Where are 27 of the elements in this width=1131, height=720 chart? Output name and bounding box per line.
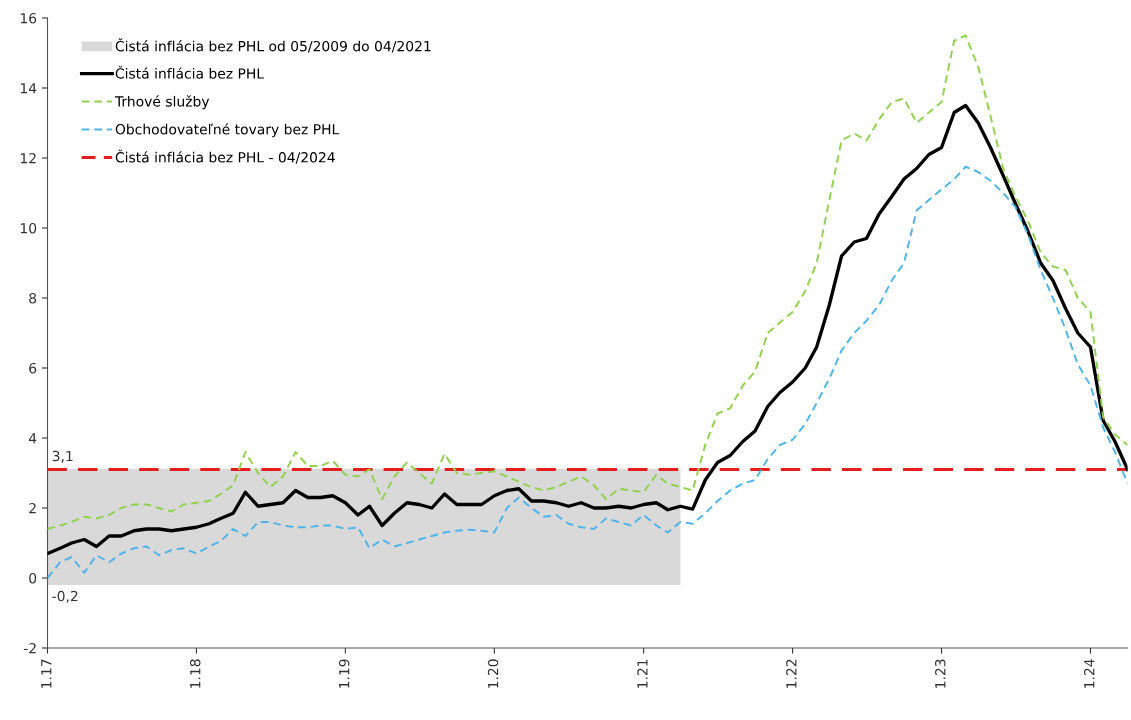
- x-tick-label: 1.20: [487, 659, 499, 688]
- annotation: 3,1: [52, 450, 73, 463]
- line-series: [47, 34, 1128, 530]
- legend-label: Čistá inflácia bez PHL od 05/2009 do 04/2021: [115, 38, 431, 53]
- legend-label: Trhové služby: [114, 95, 210, 110]
- line-series: [47, 165, 1128, 579]
- x-tick-label: 1.17: [41, 659, 52, 688]
- x-tick-label: 1.19: [338, 659, 350, 688]
- y-tick-label: 16: [20, 12, 37, 24]
- y-tick-label: 14: [20, 83, 37, 94]
- legend-label: Čistá inflácia bez PHL: [115, 65, 264, 79]
- legend-label: Čistá inflácia bez PHL - 04/2024: [115, 149, 335, 164]
- y-tick-label: 8: [29, 292, 37, 304]
- x-tick-label: 1.23: [935, 659, 946, 688]
- y-tick-label: 6: [29, 362, 37, 374]
- x-tick-label: 1.24: [1084, 659, 1095, 688]
- y-tick-label: 0: [29, 572, 37, 584]
- annotation: -0,2: [52, 590, 78, 603]
- y-tick-label: 2: [29, 502, 36, 514]
- legend-label: Obchodovateľné tovary bez PHL: [115, 123, 340, 138]
- x-tick-label: 1.21: [637, 659, 648, 688]
- y-tick-label: 12: [20, 152, 36, 164]
- y-tick-label: 10: [20, 222, 37, 234]
- y-tick-label: -2: [23, 642, 36, 654]
- x-tick-label: 1.18: [189, 659, 201, 688]
- x-tick-label: 1.22: [786, 659, 797, 688]
- y-tick-label: 4: [28, 433, 37, 444]
